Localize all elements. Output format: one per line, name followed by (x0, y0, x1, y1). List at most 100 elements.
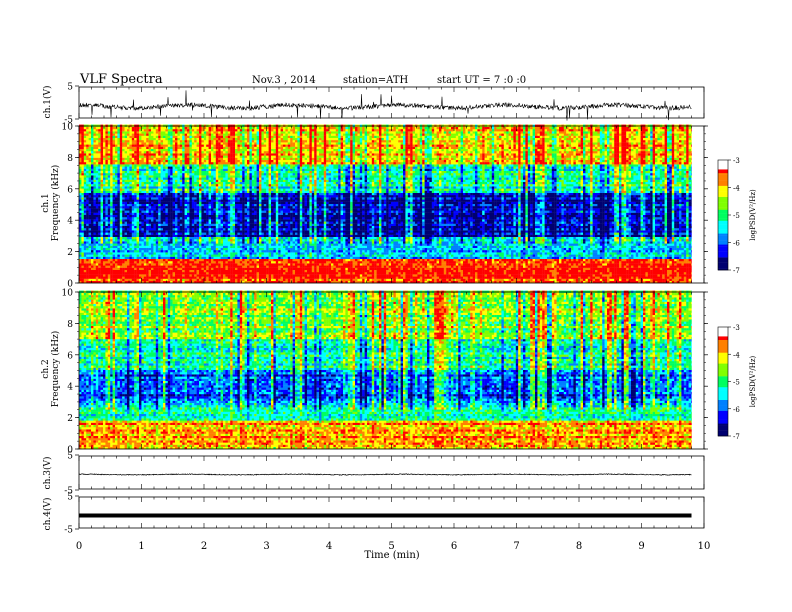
ch1-spectrogram-cell (575, 252, 579, 255)
ch1-spectrogram-cell (247, 278, 250, 281)
ch1-spectrogram-cell (350, 256, 353, 259)
ch1-spectrogram-cell (371, 261, 375, 264)
ch1-spectrogram-cell (549, 276, 552, 279)
ch1-spectrogram-cell (124, 239, 128, 242)
ch1-spectrogram-cell (129, 258, 132, 262)
ch1-spectrogram-cell (266, 250, 269, 253)
ch1-spectrogram-cell (95, 252, 99, 255)
ch1-spectrogram-cell (141, 245, 144, 248)
ch1-spectrogram-cell (575, 245, 579, 248)
ch1-spectrogram-cell (587, 250, 591, 253)
ch1-spectrogram-cell (112, 265, 116, 268)
ch1-spectrogram-cell (175, 261, 178, 264)
ch1-spectrogram-cell (559, 269, 562, 273)
ch1-spectrogram-cell (112, 267, 116, 270)
ch1-spectrogram-cell (551, 272, 555, 275)
ch1-spectrogram-cell (398, 258, 401, 262)
ch1-spectrogram-cell (271, 272, 274, 275)
ch1-spectrogram-cell (350, 258, 353, 262)
ch1-spectrogram-cell (573, 243, 576, 246)
ch1-spectrogram-cell (537, 263, 540, 266)
ch1-spectrogram-cell (400, 261, 404, 264)
ch1-spectrogram-cell (503, 254, 507, 257)
ch1-spectrogram-cell (681, 267, 684, 270)
ch1-spectrogram-cell (506, 256, 509, 259)
ch1-spectrogram-cell (429, 258, 432, 262)
ch1-spectrogram-cell (179, 265, 183, 268)
ch1-spectrogram-cell (439, 243, 442, 246)
ch1-spectrogram-cell (679, 276, 682, 279)
ch1-spectrogram-cell (333, 245, 336, 248)
ch1-spectrogram-cell (679, 256, 682, 259)
ch1-spectrogram-cell (93, 241, 96, 244)
ch1-spectrogram-cell (669, 263, 672, 266)
ch1-spectrogram-cell (628, 241, 632, 244)
ch1-spectrogram-cell (554, 247, 557, 251)
ch1-spectrogram-cell (602, 252, 605, 255)
ch1-spectrogram-cell (470, 280, 473, 284)
ch1-spectrogram-cell (400, 256, 404, 259)
ch1-spectrogram-cell (124, 276, 128, 279)
ch1-spectrogram-cell (511, 280, 514, 284)
ch1-spectrogram-cell (568, 269, 572, 273)
ch1-spectrogram-cell (467, 276, 471, 279)
ch1-spectrogram-cell (194, 261, 197, 264)
ch1-spectrogram-cell (592, 278, 596, 281)
ch1-spectrogram-cell (683, 250, 687, 253)
ch1-spectrogram-cell (592, 269, 596, 273)
ch1-spectrogram-cell (299, 241, 303, 244)
ch1-spectrogram-cell (314, 274, 317, 277)
ch1-spectrogram-cell (676, 263, 680, 266)
ch1-spectrogram-cell (655, 256, 658, 259)
ch1-spectrogram-cell (427, 241, 430, 244)
ch1-spectrogram-cell (405, 272, 408, 275)
ch1-spectrogram-cell (287, 274, 291, 277)
ch1-spectrogram-cell (443, 252, 447, 255)
ch1-spectrogram-cell (655, 245, 658, 248)
ch1-spectrogram-cell (501, 263, 504, 266)
ch1-spectrogram-cell (585, 263, 588, 266)
ch1-spectrogram-cell (287, 241, 291, 244)
ch1-spectrogram-cell (299, 258, 303, 262)
ch1-spectrogram-cell (455, 241, 459, 244)
ch1-spectrogram-cell (669, 269, 672, 273)
ch1-spectrogram-cell (484, 252, 488, 255)
ch1-spectrogram-cell (463, 243, 466, 246)
ch1-spectrogram-cell (199, 256, 202, 259)
ch1-spectrogram-cell (374, 278, 377, 281)
ch1-spectrogram-cell (436, 263, 440, 266)
ch1-spectrogram-cell (129, 265, 132, 268)
ch1-spectrogram-cell (196, 274, 200, 277)
ch1-spectrogram-cell (633, 241, 636, 244)
ch1-spectrogram-cell (419, 269, 423, 273)
ch1-spectrogram-cell (463, 247, 466, 251)
ch1-spectrogram-cell (91, 243, 94, 246)
ch1-spectrogram-cell (431, 247, 435, 251)
ch1-spectrogram-cell (395, 274, 399, 277)
ch1-spectrogram-cell (364, 250, 368, 253)
ch1-spectrogram-cell (501, 250, 504, 253)
ch1-spectrogram-cell (201, 278, 204, 281)
ch1-spectrogram-cell (537, 267, 540, 270)
ch1-spectrogram-cell (79, 258, 82, 262)
ch1-spectrogram-cell (537, 276, 540, 279)
ch1-spectrogram-cell (535, 243, 538, 246)
ch1-spectrogram-cell (484, 250, 488, 253)
ch1-spectrogram-cell (407, 265, 411, 268)
ch1-spectrogram-cell (83, 261, 87, 264)
ch1-spectrogram-cell (441, 274, 444, 277)
ch1-spectrogram-cell (448, 243, 452, 246)
ch1-spectrogram-cell (374, 265, 377, 268)
ch1-spectrogram-cell (350, 267, 353, 270)
ch1-spectrogram-cell (321, 265, 324, 268)
ch1-spectrogram-cell (652, 252, 656, 255)
ch1-spectrogram-cell (199, 243, 202, 246)
ch1-spectrogram-cell (119, 247, 123, 251)
ch1-spectrogram-cell (319, 256, 322, 259)
ch1-spectrogram-cell (655, 243, 658, 246)
ch1-spectrogram-cell (232, 250, 236, 253)
ch1-spectrogram-cell (631, 254, 634, 257)
ch1-spectrogram-cell (633, 243, 636, 246)
ch1-spectrogram-cell (518, 245, 521, 248)
ch1-spectrogram-cell (643, 265, 646, 268)
